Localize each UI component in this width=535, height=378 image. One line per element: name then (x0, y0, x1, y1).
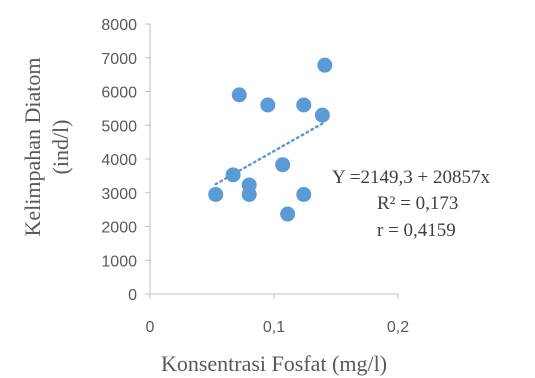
x-axis-title: Konsentrasi Fosfat (mg/l) (161, 351, 387, 376)
y-tick-label: 0 (128, 287, 137, 304)
x-tick-label: 0 (146, 319, 155, 336)
y-tick-label: 4000 (101, 152, 137, 169)
data-point (241, 186, 257, 202)
data-points (208, 57, 333, 222)
y-tick-labels: 0 1000 2000 3000 4000 5000 6000 7000 8000 (101, 17, 137, 304)
y-axis-title: Kelimpahan Diatom (ind/l) (20, 57, 73, 236)
data-point (225, 167, 241, 183)
y-tick-label: 1000 (101, 253, 137, 270)
y-tick-label: 7000 (101, 51, 137, 68)
data-point (260, 97, 276, 113)
x-tick-labels: 0 0,1 0,2 (146, 319, 410, 336)
x-tick-label: 0,1 (263, 319, 285, 336)
data-point (280, 206, 296, 222)
data-point (231, 87, 247, 103)
data-point (296, 97, 312, 113)
y-tick-label: 3000 (101, 186, 137, 203)
data-point (317, 57, 333, 73)
data-point (314, 107, 330, 123)
axes (145, 23, 399, 299)
x-tick-label: 0,2 (387, 319, 409, 336)
y-tick-label: 2000 (101, 220, 137, 237)
correlation-label: r = 0,4159 (377, 220, 456, 241)
regression-equation: Y =2149,3 + 20857x (332, 167, 490, 188)
y-axis-title-line-2: (ind/l) (48, 120, 73, 175)
y-axis-title-line-1: Kelimpahan Diatom (20, 57, 45, 236)
y-tick-label: 5000 (101, 118, 137, 135)
y-tick-label: 6000 (101, 85, 137, 102)
data-point (275, 157, 291, 173)
y-tick-label: 8000 (101, 17, 137, 34)
r-squared-label: R² = 0,173 (377, 193, 458, 214)
data-point (296, 186, 312, 202)
data-point (208, 186, 224, 202)
